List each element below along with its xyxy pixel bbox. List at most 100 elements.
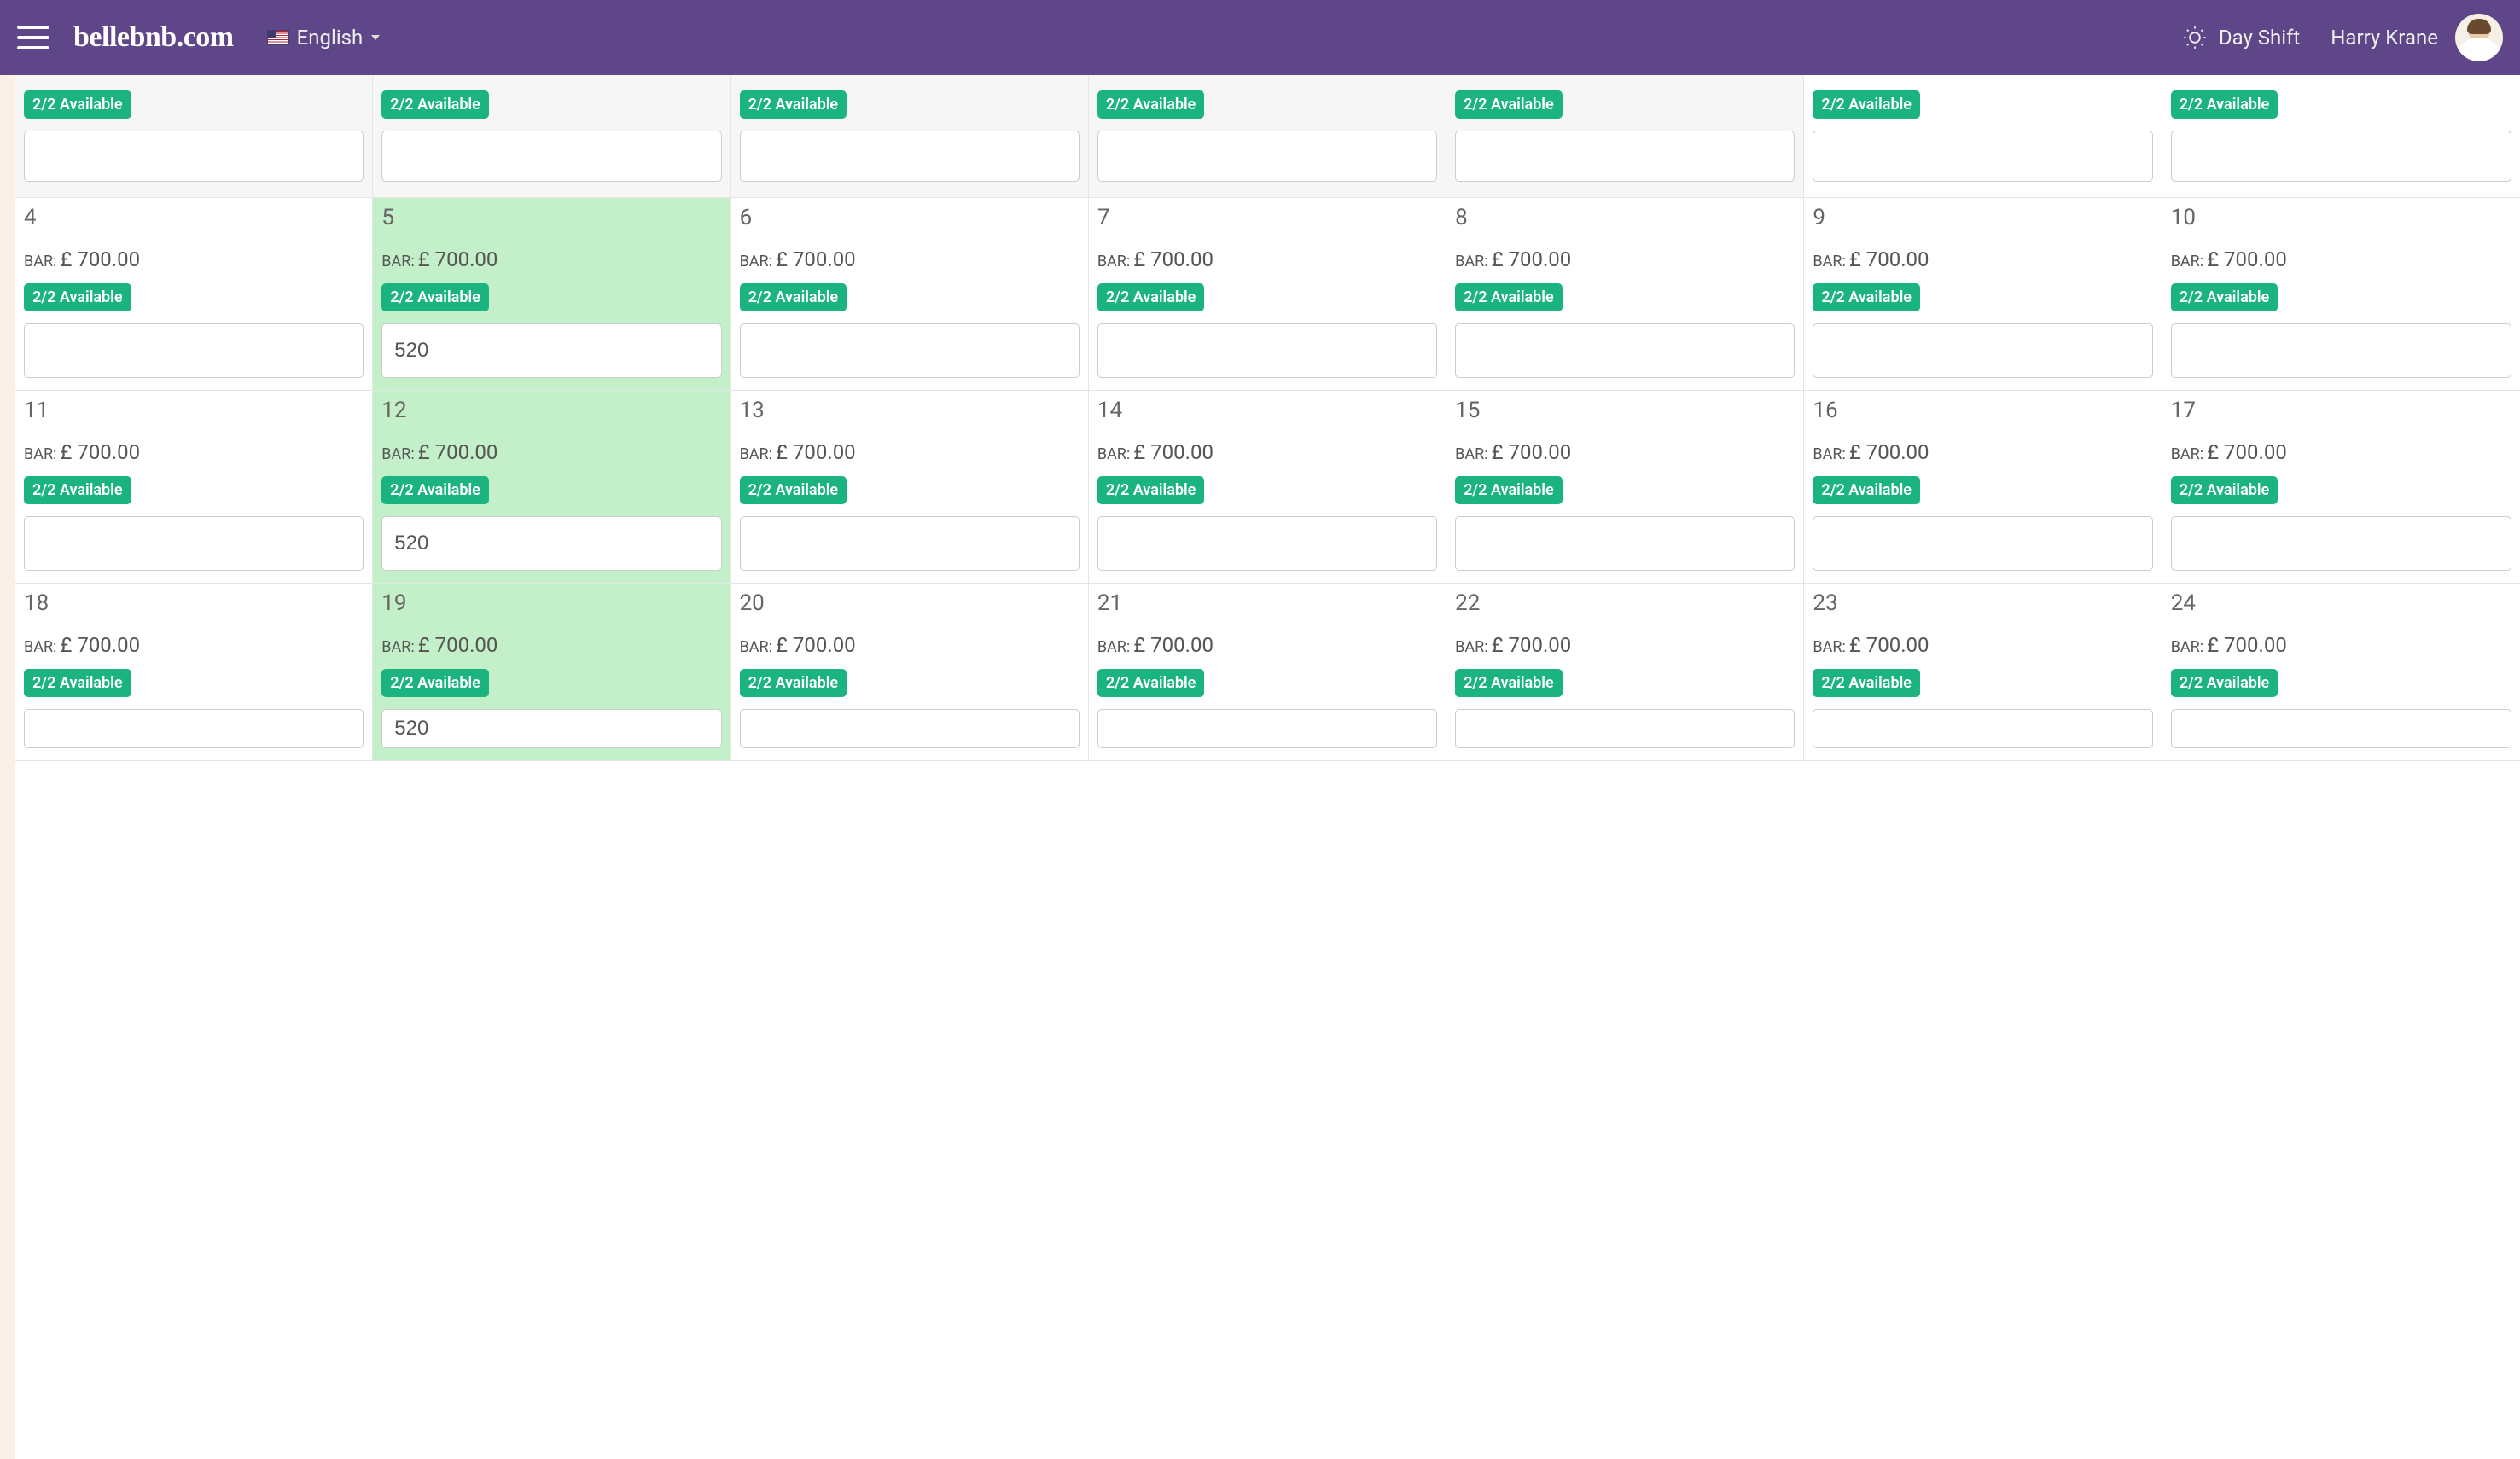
calendar-cell[interactable]: 24BAR:£ 700.002/2 Available (2162, 584, 2520, 761)
bar-price-line: BAR:£ 700.00 (740, 247, 1080, 271)
calendar-cell[interactable]: 2/2 Available (373, 75, 730, 198)
calendar-cell[interactable]: 4BAR:£ 700.002/2 Available (15, 198, 373, 391)
bar-label: BAR: (1097, 445, 1130, 463)
calendar-cell[interactable]: 23BAR:£ 700.002/2 Available (1804, 584, 2162, 761)
calendar-row: 2/2 Available2/2 Available2/2 Available2… (15, 75, 2520, 198)
price-input[interactable] (381, 516, 721, 571)
calendar-cell[interactable]: 13BAR:£ 700.002/2 Available (731, 391, 1089, 584)
avatar[interactable] (2455, 14, 2503, 61)
brand-logo[interactable]: bellebnb.com (73, 21, 234, 54)
calendar-row: 18BAR:£ 700.002/2 Available19BAR:£ 700.0… (15, 584, 2520, 761)
bar-label: BAR: (381, 638, 414, 656)
bar-price-value: £ 700.00 (2207, 247, 2287, 271)
bar-price-value: £ 700.00 (1849, 440, 1929, 464)
calendar-cell[interactable]: 12BAR:£ 700.002/2 Available (373, 391, 730, 584)
calendar-cell[interactable]: 6BAR:£ 700.002/2 Available (731, 198, 1089, 391)
bar-price-value: £ 700.00 (1492, 440, 1572, 464)
availability-badge: 2/2 Available (381, 476, 489, 504)
calendar-cell[interactable]: 9BAR:£ 700.002/2 Available (1804, 198, 2162, 391)
calendar-cell[interactable]: 2/2 Available (1446, 75, 1804, 198)
day-number: 15 (1455, 398, 1795, 423)
calendar-cell[interactable]: 15BAR:£ 700.002/2 Available (1446, 391, 1804, 584)
price-input[interactable] (24, 323, 364, 378)
bar-price-value: £ 700.00 (418, 440, 498, 464)
price-input[interactable] (24, 131, 364, 182)
day-number: 9 (1813, 205, 2152, 230)
day-number: 20 (740, 590, 1080, 616)
bar-price-line: BAR:£ 700.00 (740, 440, 1080, 464)
price-input[interactable] (740, 323, 1080, 378)
topbar: bellebnb.com English Day Shift Harry Kra… (0, 0, 2520, 75)
bar-label: BAR: (740, 445, 772, 463)
price-input[interactable] (1097, 131, 1437, 182)
price-input[interactable] (1813, 323, 2152, 378)
bar-price-value: £ 700.00 (1133, 247, 1213, 271)
calendar-cell[interactable]: 20BAR:£ 700.002/2 Available (731, 584, 1089, 761)
bar-label: BAR: (1455, 638, 1487, 656)
calendar-cell[interactable]: 16BAR:£ 700.002/2 Available (1804, 391, 2162, 584)
price-input[interactable] (381, 131, 721, 182)
calendar-cell[interactable]: 2/2 Available (2162, 75, 2520, 198)
bar-label: BAR: (740, 253, 772, 270)
calendar-cell[interactable]: 2/2 Available (1089, 75, 1446, 198)
bar-price-value: £ 700.00 (1492, 633, 1572, 657)
calendar-cell[interactable]: 19BAR:£ 700.002/2 Available (373, 584, 730, 761)
price-input[interactable] (1813, 709, 2152, 748)
day-number: 19 (381, 590, 721, 616)
price-input[interactable] (1455, 709, 1795, 748)
calendar-cell[interactable]: 2/2 Available (731, 75, 1089, 198)
bar-price-line: BAR:£ 700.00 (381, 440, 721, 464)
price-input[interactable] (381, 709, 721, 748)
bar-price-line: BAR:£ 700.00 (2171, 247, 2511, 271)
bar-price-value: £ 700.00 (1849, 247, 1929, 271)
price-input[interactable] (1455, 516, 1795, 571)
bar-price-line: BAR:£ 700.00 (1813, 247, 2152, 271)
bar-price-value: £ 700.00 (776, 247, 856, 271)
calendar-cell[interactable]: 8BAR:£ 700.002/2 Available (1446, 198, 1804, 391)
user-name[interactable]: Harry Krane (2331, 26, 2438, 49)
price-input[interactable] (24, 709, 364, 748)
availability-badge: 2/2 Available (2171, 669, 2278, 697)
availability-badge: 2/2 Available (1813, 476, 1920, 504)
bar-price-value: £ 700.00 (2207, 633, 2287, 657)
price-input[interactable] (1097, 709, 1437, 748)
calendar-cell[interactable]: 10BAR:£ 700.002/2 Available (2162, 198, 2520, 391)
calendar-cell[interactable]: 18BAR:£ 700.002/2 Available (15, 584, 373, 761)
price-input[interactable] (740, 131, 1080, 182)
calendar-cell[interactable]: 2/2 Available (1804, 75, 2162, 198)
price-input[interactable] (381, 323, 721, 378)
bar-price-value: £ 700.00 (1492, 247, 1572, 271)
price-input[interactable] (740, 516, 1080, 571)
calendar-cell[interactable]: 5BAR:£ 700.002/2 Available (373, 198, 730, 391)
price-input[interactable] (1813, 131, 2152, 182)
bar-price-line: BAR: £ 700.00 (1455, 633, 1795, 657)
sun-icon (2183, 26, 2207, 49)
price-input[interactable] (24, 516, 364, 571)
calendar-cell[interactable]: 2/2 Available (15, 75, 373, 198)
calendar-cell[interactable]: 7BAR:£ 700.002/2 Available (1089, 198, 1446, 391)
calendar-cell[interactable]: 11BAR:£ 700.002/2 Available (15, 391, 373, 584)
shift-toggle[interactable]: Day Shift (2183, 26, 2300, 49)
menu-icon[interactable] (17, 26, 49, 49)
price-input[interactable] (2171, 131, 2511, 182)
bar-label: BAR: (2171, 445, 2203, 463)
price-input[interactable] (2171, 709, 2511, 748)
calendar-cell[interactable]: 14BAR:£ 700.002/2 Available (1089, 391, 1446, 584)
price-input[interactable] (2171, 323, 2511, 378)
calendar-cell[interactable]: 22BAR:£ 700.002/2 Available (1446, 584, 1804, 761)
calendar-cell[interactable]: 17BAR:£ 700.002/2 Available (2162, 391, 2520, 584)
availability-badge: 2/2 Available (1455, 669, 1563, 697)
availability-badge: 2/2 Available (740, 90, 847, 119)
price-input[interactable] (1097, 323, 1437, 378)
availability-badge: 2/2 Available (1455, 90, 1563, 119)
bar-label: BAR: (1097, 253, 1130, 270)
price-input[interactable] (1813, 516, 2152, 571)
price-input[interactable] (1097, 516, 1437, 571)
calendar-cell[interactable]: 21BAR:£ 700.002/2 Available (1089, 584, 1446, 761)
price-input[interactable] (2171, 516, 2511, 571)
price-input[interactable] (1455, 323, 1795, 378)
bar-price-value: £ 700.00 (418, 633, 498, 657)
price-input[interactable] (1455, 131, 1795, 182)
price-input[interactable] (740, 709, 1080, 748)
language-selector[interactable]: English (268, 26, 381, 49)
